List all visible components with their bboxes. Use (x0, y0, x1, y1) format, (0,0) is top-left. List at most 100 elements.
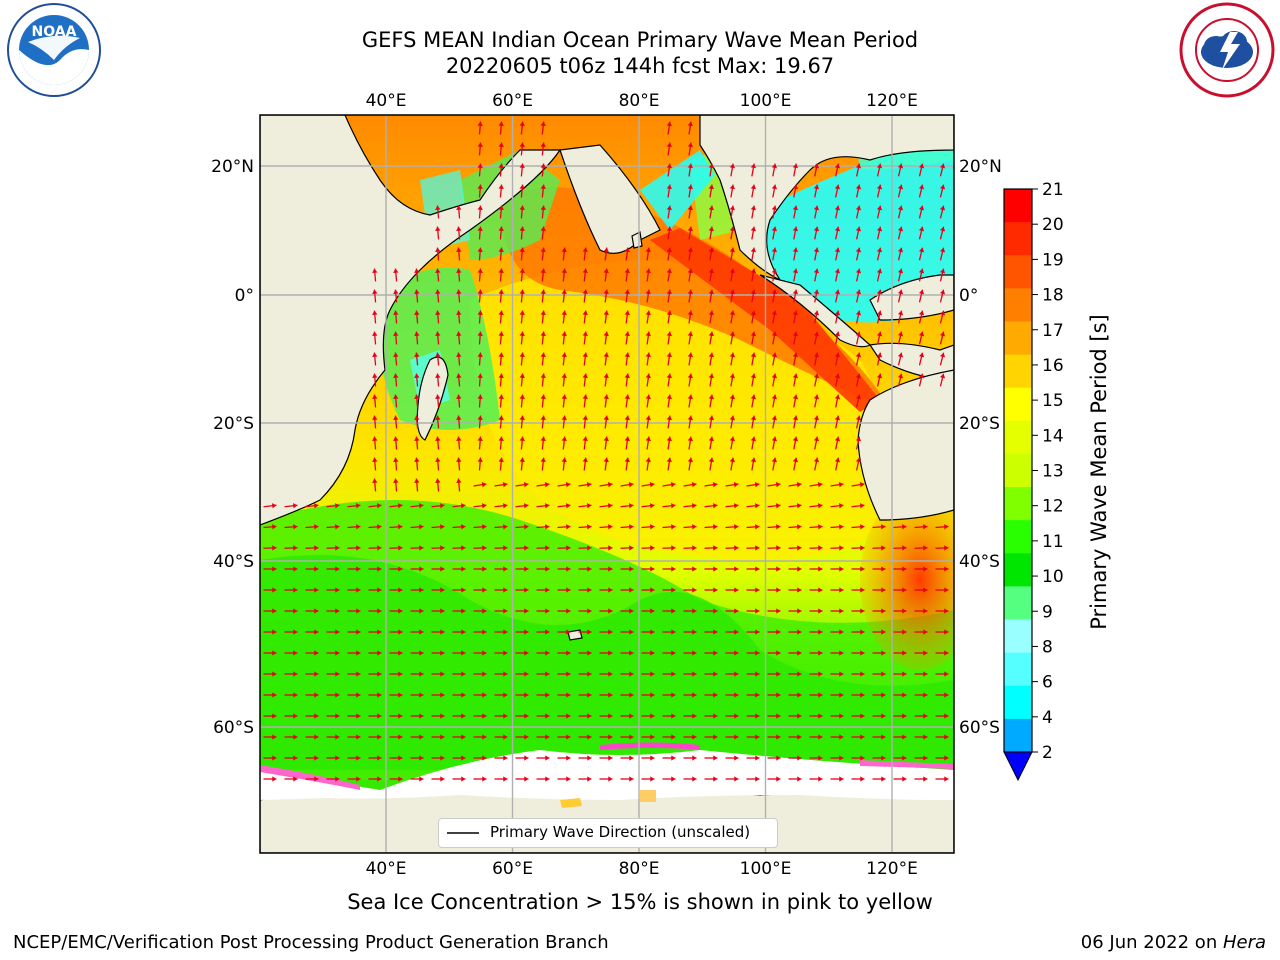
wave-arrow (830, 734, 844, 740)
wave-arrow (792, 205, 799, 219)
wave-arrow (813, 373, 820, 387)
wave-arrow (389, 545, 403, 551)
wave-arrow (431, 545, 445, 551)
wave-arrow (624, 457, 630, 471)
wave-arrow (641, 776, 655, 782)
wave-arrow (809, 713, 823, 719)
wave-arrow (641, 587, 655, 593)
wave-arrow (830, 524, 844, 530)
wave-arrow (855, 310, 862, 324)
wave-arrow (788, 650, 802, 656)
wave-arrow (809, 566, 823, 572)
wave-arrow (620, 713, 634, 719)
wave-arrow (746, 713, 760, 719)
wave-arrow (389, 650, 403, 656)
wave-arrow (578, 566, 592, 572)
wave-arrow (561, 268, 567, 282)
wave-arrow (914, 608, 928, 614)
wave-arrow (305, 755, 319, 761)
wave-arrow (519, 373, 525, 387)
map-title: GEFS MEAN Indian Ocean Primary Wave Mean… (361, 28, 919, 52)
wave-arrow (834, 331, 841, 345)
wave-arrow (431, 608, 445, 614)
wave-arrow (813, 184, 820, 198)
wave-arrow (494, 566, 508, 572)
wave-arrow (557, 587, 571, 593)
wave-arrow (809, 629, 823, 635)
wave-arrow (389, 524, 403, 530)
wave-arrow (746, 503, 760, 509)
map-frame (259, 114, 955, 854)
wave-arrow (792, 184, 799, 198)
wave-arrow (750, 310, 757, 324)
wave-arrow (897, 331, 904, 345)
wave-arrow (557, 671, 571, 677)
wave-arrow (557, 692, 571, 698)
wave-arrow (410, 671, 424, 677)
wave-arrow (368, 692, 382, 698)
wave-arrow (347, 566, 361, 572)
wave-arrow (284, 587, 298, 593)
wave-arrow (368, 650, 382, 656)
wave-arrow (347, 650, 361, 656)
wave-arrow (729, 373, 736, 387)
wave-arrow (788, 629, 802, 635)
wave-arrow (452, 545, 466, 551)
wave-arrow (666, 289, 672, 303)
wave-arrow (347, 671, 361, 677)
wave-arrow (477, 268, 483, 282)
wave-arrow (477, 247, 483, 261)
wave-arrow (750, 163, 757, 177)
wave-arrow (263, 608, 277, 614)
wave-arrow (452, 671, 466, 677)
wave-arrow (603, 289, 609, 303)
wave-arrow (347, 524, 361, 530)
colorbar: 21 20 19 18 17 16 15 14 13 12 11 10 9 8 6 4 2 (1003, 180, 1064, 782)
wave-arrow (788, 566, 802, 572)
wave-arrow (620, 650, 634, 656)
wave-arrow (662, 776, 676, 782)
wave-arrow (939, 226, 946, 240)
wave-arrow (624, 394, 630, 408)
wave-arrow (914, 713, 928, 719)
wave-arrow (750, 205, 757, 219)
wave-arrow (662, 713, 676, 719)
wave-arrow (729, 184, 736, 198)
wave-arrow (515, 755, 529, 761)
footer-date-text: 06 Jun 2022 on (1080, 932, 1223, 953)
wave-arrow (750, 226, 757, 240)
wave-arrow (578, 671, 592, 677)
wave-arrow (662, 587, 676, 593)
wave-arrow (687, 457, 693, 471)
wave-arrow (284, 566, 298, 572)
wave-arrow (662, 629, 676, 635)
wave-arrow (624, 268, 630, 282)
wave-arrow (599, 776, 613, 782)
wave-arrow (641, 692, 655, 698)
wave-arrow (641, 755, 655, 761)
wave-arrow (557, 503, 571, 509)
wave-arrow (788, 587, 802, 593)
wave-arrow (473, 650, 487, 656)
wave-arrow (624, 331, 630, 345)
wave-arrow (410, 776, 424, 782)
wave-arrow (582, 415, 588, 429)
wave-arrow (599, 692, 613, 698)
wave-arrow (792, 436, 799, 450)
wave-arrow (456, 205, 462, 219)
wave-arrow (305, 545, 319, 551)
wave-arrow (515, 629, 529, 635)
wave-arrow (708, 205, 715, 219)
wave-arrow (435, 352, 441, 366)
wave-arrow (683, 629, 697, 635)
wave-arrow (897, 373, 904, 387)
wave-arrow (368, 503, 382, 509)
wave-arrow (771, 394, 778, 408)
wave-arrow (494, 671, 508, 677)
wave-arrow (435, 436, 441, 450)
wave-arrow (767, 650, 781, 656)
wave-arrow (519, 394, 525, 408)
wave-arrow (687, 331, 693, 345)
wave-arrow (939, 331, 946, 345)
wave-arrow (918, 289, 925, 303)
